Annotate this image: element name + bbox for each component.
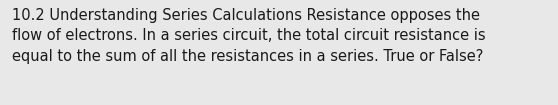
Text: 10.2 Understanding Series Calculations Resistance opposes the
flow of electrons.: 10.2 Understanding Series Calculations R…	[12, 8, 485, 64]
